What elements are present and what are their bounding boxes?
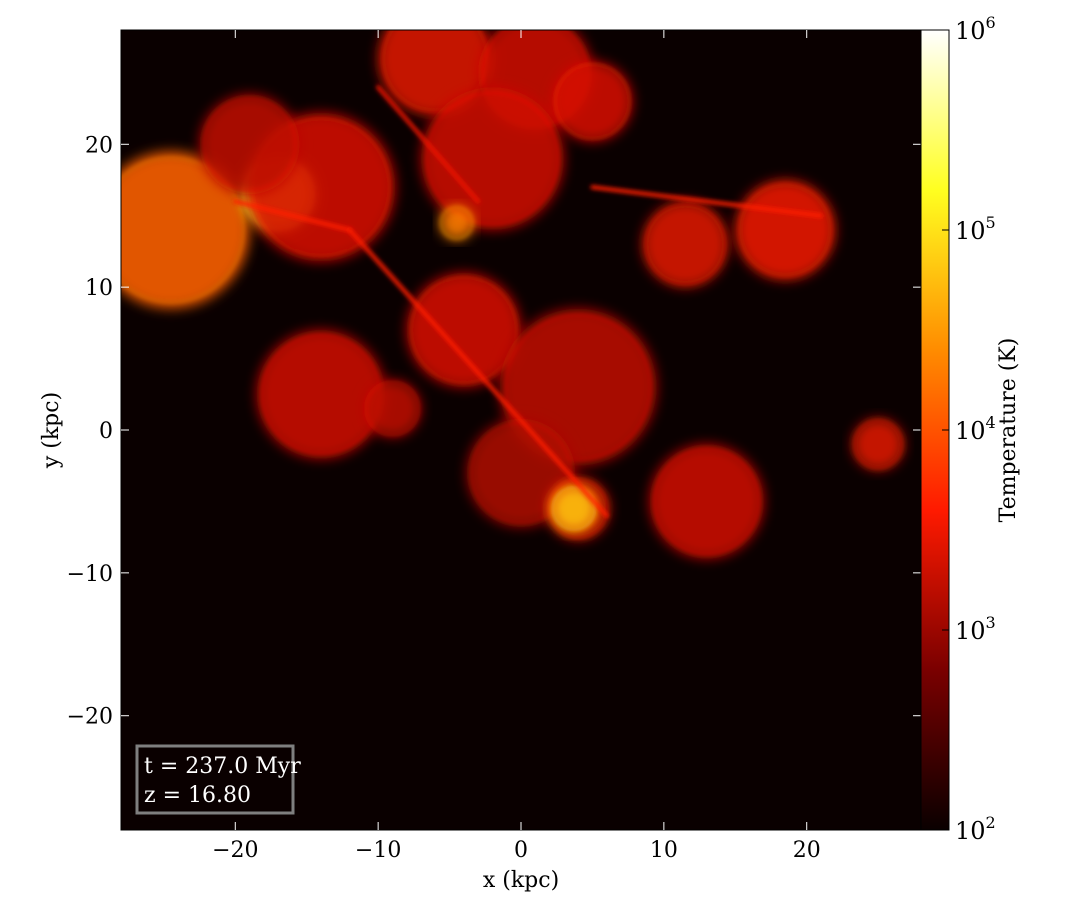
hot-gas-region <box>552 61 633 142</box>
shock-shell <box>202 97 297 192</box>
colorbar-tick-label: 105 <box>955 213 996 245</box>
shock-shell <box>548 478 609 539</box>
hot-gas-region <box>852 418 904 470</box>
hot-gas-region <box>256 330 386 459</box>
colorbar-tick-label: 106 <box>955 13 996 45</box>
hot-gas-region <box>199 94 300 195</box>
y-axis-ticks: −20 −10 0 10 20 <box>67 133 921 730</box>
hot-gas-region <box>735 180 836 280</box>
x-tick-label: −20 <box>212 838 258 863</box>
y-tick-label: −10 <box>67 562 113 587</box>
gas-filament <box>347 228 609 518</box>
y-tick-label: 10 <box>85 276 113 301</box>
shock-shell <box>644 203 726 285</box>
shock-shell <box>853 419 903 469</box>
hot-gas-region <box>406 272 521 388</box>
shock-shell <box>504 313 652 461</box>
shock-shell <box>410 276 518 384</box>
heatmap-regions <box>121 30 904 559</box>
x-tick-label: 20 <box>793 838 821 863</box>
hot-gas-region <box>363 380 421 438</box>
annotation-redshift: z = 16.80 <box>144 783 251 808</box>
shock-shell <box>554 63 631 140</box>
hot-gas-region <box>642 201 729 288</box>
colorbar-label: Temperature (K) <box>996 338 1021 523</box>
shock-shell <box>653 447 761 555</box>
hot-gas-region <box>551 485 597 532</box>
x-axis-ticks: −20 −10 0 10 20 <box>212 30 821 863</box>
annotation-time: t = 237.0 Myr <box>144 754 301 779</box>
y-tick-label: −20 <box>67 705 113 730</box>
x-tick-label: −10 <box>355 838 401 863</box>
annotation-box <box>135 744 295 815</box>
x-tick-label: 0 <box>514 838 528 863</box>
colorbar-tick-label: 104 <box>955 413 996 445</box>
plot-area <box>120 29 922 831</box>
shock-shell <box>121 156 245 304</box>
x-axis-label: x (kpc) <box>483 868 559 893</box>
hot-gas-region <box>121 151 250 309</box>
gas-filament <box>590 185 823 218</box>
time-redshift-annotation: t = 237.0 Myr z = 16.80 <box>135 744 301 815</box>
gas-filament <box>376 85 481 204</box>
shock-shell <box>439 206 474 240</box>
x-tick-label: 10 <box>650 838 678 863</box>
gas-filament <box>233 199 352 232</box>
y-tick-label: 20 <box>85 133 113 158</box>
y-tick-label: 0 <box>99 419 113 444</box>
hot-gas-region <box>421 87 564 230</box>
hot-gas-region <box>649 444 764 559</box>
y-axis-label: y (kpc) <box>39 392 64 469</box>
colorbar: 102 103 104 105 106 Temperature (K) <box>920 13 1021 845</box>
shock-shell <box>738 183 833 277</box>
colorbar-ticks: 102 103 104 105 106 <box>942 13 996 845</box>
hot-gas-region <box>439 205 474 240</box>
shock-shell <box>551 486 596 531</box>
colorbar-tick-label: 103 <box>955 613 996 645</box>
colorbar-tick-label: 102 <box>955 813 996 845</box>
shock-shell <box>365 381 420 436</box>
shock-shell <box>425 91 560 226</box>
